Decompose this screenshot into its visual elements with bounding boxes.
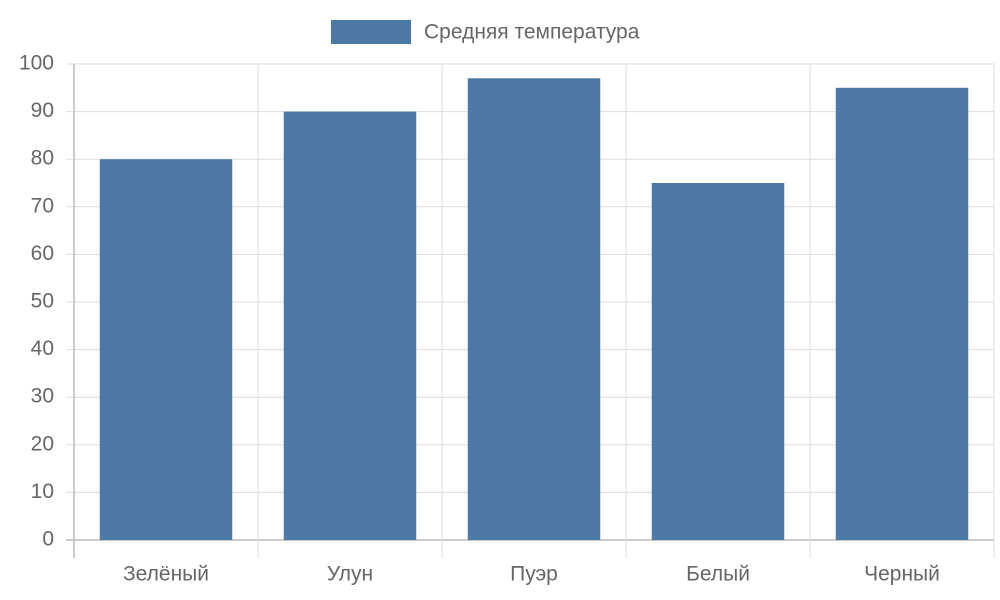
bar	[99, 159, 233, 540]
y-tick-label: 40	[31, 337, 54, 360]
x-tick-label: Пуэр	[510, 563, 558, 586]
x-tick-label: Зелёный	[123, 563, 209, 586]
x-tick-label: Улун	[327, 563, 373, 586]
y-tick-label: 30	[31, 385, 54, 408]
bar	[651, 183, 785, 540]
x-tick-label: Черный	[864, 563, 940, 586]
y-tick-label: 100	[19, 52, 54, 75]
y-tick-label: 10	[31, 480, 54, 503]
x-tick-label: Белый	[686, 563, 750, 586]
y-tick-label: 60	[31, 242, 54, 265]
y-tick-label: 0	[42, 528, 54, 551]
bar	[283, 111, 417, 540]
y-tick-label: 80	[31, 147, 54, 170]
y-tick-label: 70	[31, 194, 54, 217]
y-tick-label: 90	[31, 99, 54, 122]
legend-swatch	[331, 20, 411, 44]
bar	[835, 87, 969, 541]
y-tick-label: 50	[31, 290, 54, 313]
legend-label: Средняя температура	[424, 21, 640, 44]
bar	[467, 78, 601, 540]
y-tick-label: 20	[31, 432, 54, 455]
